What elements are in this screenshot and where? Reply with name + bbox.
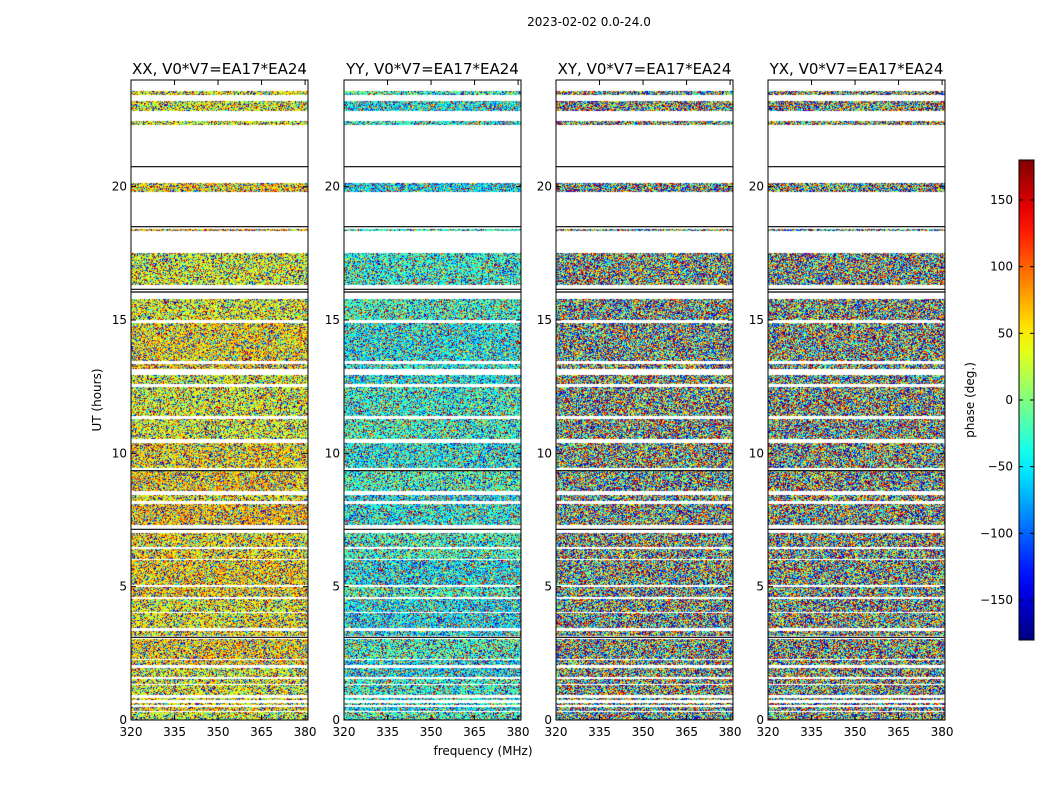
- x-axis-label: frequency (MHz): [433, 744, 532, 758]
- x-tick-label: 350: [844, 725, 867, 739]
- y-tick-label: 15: [537, 313, 552, 327]
- panel-1: YY, V0*V7=EA17*EA24 320 335 350 365 380 0 5 10 15…: [325, 60, 530, 739]
- x-tick-label: 350: [420, 725, 443, 739]
- x-tick-label: 320: [333, 725, 356, 739]
- phase-waterfall-2: [556, 80, 733, 720]
- x-tick-label: 365: [250, 725, 273, 739]
- panel-title: YX, V0*V7=EA17*EA24: [769, 60, 944, 78]
- y-tick-label: 15: [112, 313, 127, 327]
- panel-title: XY, V0*V7=EA17*EA24: [558, 60, 732, 78]
- y-tick-label: 15: [325, 313, 340, 327]
- x-tick-label: 350: [632, 725, 655, 739]
- y-tick-label: 10: [112, 446, 127, 460]
- x-tick-label: 365: [463, 725, 486, 739]
- x-tick-label: 365: [675, 725, 698, 739]
- panel-2: XY, V0*V7=EA17*EA24 320 335 350 365 380 0 5 10 15…: [537, 60, 742, 739]
- phase-waterfall-1: [344, 80, 521, 720]
- x-tick-label: 335: [588, 725, 611, 739]
- y-tick-label: 5: [544, 580, 552, 594]
- axes-frame: [767, 79, 946, 721]
- axes-frame: [343, 79, 522, 721]
- phase-waterfall-3: [768, 80, 945, 720]
- y-tick-label: 0: [332, 713, 340, 727]
- colorbar-tick-label: −150: [980, 593, 1013, 607]
- y-axis-label: UT (hours): [90, 368, 104, 431]
- x-tick-label: 380: [931, 725, 954, 739]
- x-tick-label: 380: [507, 725, 530, 739]
- colorbar-tick-label: 100: [990, 260, 1013, 274]
- y-tick-label: 10: [749, 446, 764, 460]
- y-tick-label: 20: [749, 180, 764, 194]
- y-tick-label: 5: [119, 580, 127, 594]
- y-tick-label: 10: [537, 446, 552, 460]
- y-tick-label: 0: [119, 713, 127, 727]
- colorbar-tick-label: 150: [990, 193, 1013, 207]
- x-tick-label: 380: [719, 725, 742, 739]
- y-tick-label: 5: [332, 580, 340, 594]
- colorbar-tick-label: 50: [998, 326, 1013, 340]
- x-tick-label: 320: [545, 725, 568, 739]
- y-tick-label: 10: [325, 446, 340, 460]
- panel-title: XX, V0*V7=EA17*EA24: [132, 60, 307, 78]
- colorbar-tick-label: 0: [1005, 393, 1013, 407]
- phase-waterfall-0: [131, 80, 308, 720]
- panel-3: YX, V0*V7=EA17*EA24 320 335 350 365 380 0 5 10 15…: [749, 60, 954, 739]
- axes-frame: [130, 79, 309, 721]
- y-tick-label: 5: [756, 580, 764, 594]
- colorbar-tick-label: −100: [980, 526, 1013, 540]
- y-tick-label: 20: [112, 180, 127, 194]
- colorbar-tick-label: −50: [988, 460, 1013, 474]
- x-tick-label: 350: [207, 725, 230, 739]
- x-tick-label: 365: [887, 725, 910, 739]
- x-tick-label: 335: [800, 725, 823, 739]
- y-tick-label: 0: [756, 713, 764, 727]
- y-tick-label: 0: [544, 713, 552, 727]
- x-tick-label: 320: [120, 725, 143, 739]
- y-tick-label: 20: [325, 180, 340, 194]
- x-tick-label: 335: [376, 725, 399, 739]
- y-tick-label: 20: [537, 180, 552, 194]
- x-tick-label: 320: [757, 725, 780, 739]
- colorbar-label: phase (deg.): [963, 362, 977, 438]
- x-tick-label: 380: [294, 725, 317, 739]
- y-tick-label: 15: [749, 313, 764, 327]
- figure-title: 2023-02-02 0.0-24.0: [527, 15, 651, 29]
- panel-0: XX, V0*V7=EA17*EA24 320 335 350 365 380 0 5 10 15…: [112, 60, 317, 739]
- axes-frame: [555, 79, 734, 721]
- panel-title: YY, V0*V7=EA17*EA24: [345, 60, 519, 78]
- x-tick-label: 335: [163, 725, 186, 739]
- panels-group: XX, V0*V7=EA17*EA24 320 335 350 365 380 0 5 10 15…: [112, 60, 954, 739]
- colorbar: −150 −100 −50 0 50 100 150: [980, 159, 1035, 641]
